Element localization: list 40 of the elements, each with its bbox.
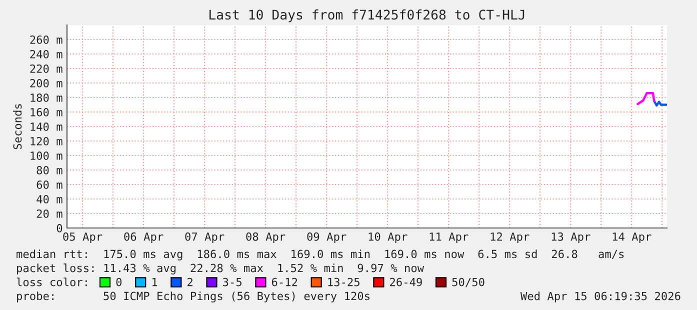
legend-label: 26-49 [390, 278, 422, 286]
x-tick-label: 09 Apr [307, 232, 346, 243]
y-tick-label: 20 m [36, 210, 62, 218]
legend-label: 2 [188, 278, 192, 286]
y-tick-label: 60 m [36, 180, 62, 189]
y-tick-label: 0 [56, 224, 62, 232]
y-tick-label: 80 m [36, 166, 62, 174]
x-tick-label: 13 Apr [552, 232, 590, 243]
text: packet loss: 11.43 % avg 22.28 % max 1.52 % min 9.97 % now [17, 264, 424, 274]
y-tick-label: 220 m [30, 64, 62, 73]
legend-label: 3-5 [223, 278, 242, 286]
y-tick-label: 160 m [30, 108, 62, 116]
x-tick-label: 05 Apr [63, 232, 102, 243]
legend-label: 6-12 [272, 278, 298, 286]
x-tick-label: 14 Apr [612, 232, 652, 243]
x-tick-label: 08 Apr [246, 232, 286, 243]
x-tick-label: 12 Apr [490, 232, 530, 243]
y-tick-label: 100 m [30, 152, 62, 160]
x-tick-label: 10 Apr [368, 232, 408, 243]
legend-label: 1 [152, 278, 158, 286]
y-tick-label: 240 m [30, 50, 62, 58]
text: probe: 50 ICMP Echo Pings (56 Bytes) every 120s [17, 292, 370, 302]
legend-title: loss color: [16, 278, 87, 286]
y-tick-label: 180 m [30, 94, 62, 102]
x-tick-label: 11 Apr [430, 232, 468, 243]
text: Wed Apr 15 06:19:35 2026 [520, 292, 680, 302]
legend-label: 13-25 [328, 278, 360, 286]
chart-title: Last 10 Days from f71425f0f268 to CT-HLJ [210, 9, 524, 22]
y-tick-label: 40 m [36, 195, 62, 204]
x-tick-label: 06 Apr [124, 232, 164, 243]
y-tick-label: 200 m [30, 79, 62, 88]
y-tick-label: 260 m [30, 36, 62, 44]
y-tick-label: 120 m [30, 137, 62, 146]
legend-label: 50/50 [452, 278, 484, 288]
text: median rtt: 175.0 ms avg 186.0 ms max 169.0 ms min 169.0 ms now 6.5 ms sd 26.8 am/s [16, 250, 624, 260]
x-tick-label: 07 Apr [185, 232, 224, 243]
y-tick-label: 140 m [30, 122, 62, 131]
y-axis-title: Seconds [13, 104, 22, 150]
legend-label: 0 [116, 278, 122, 286]
line-series [636, 92, 656, 106]
